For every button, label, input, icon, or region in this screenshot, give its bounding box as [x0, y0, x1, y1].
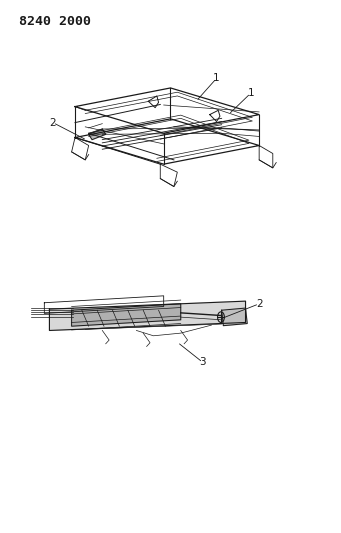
- Text: 2: 2: [256, 299, 263, 309]
- Polygon shape: [222, 308, 247, 326]
- Text: 1: 1: [247, 88, 254, 98]
- Text: 2: 2: [49, 118, 56, 127]
- Polygon shape: [49, 301, 246, 330]
- Polygon shape: [89, 129, 106, 140]
- Text: 3: 3: [199, 358, 206, 367]
- Text: 8240 2000: 8240 2000: [19, 15, 91, 28]
- Polygon shape: [72, 304, 181, 326]
- Text: 1: 1: [213, 74, 220, 83]
